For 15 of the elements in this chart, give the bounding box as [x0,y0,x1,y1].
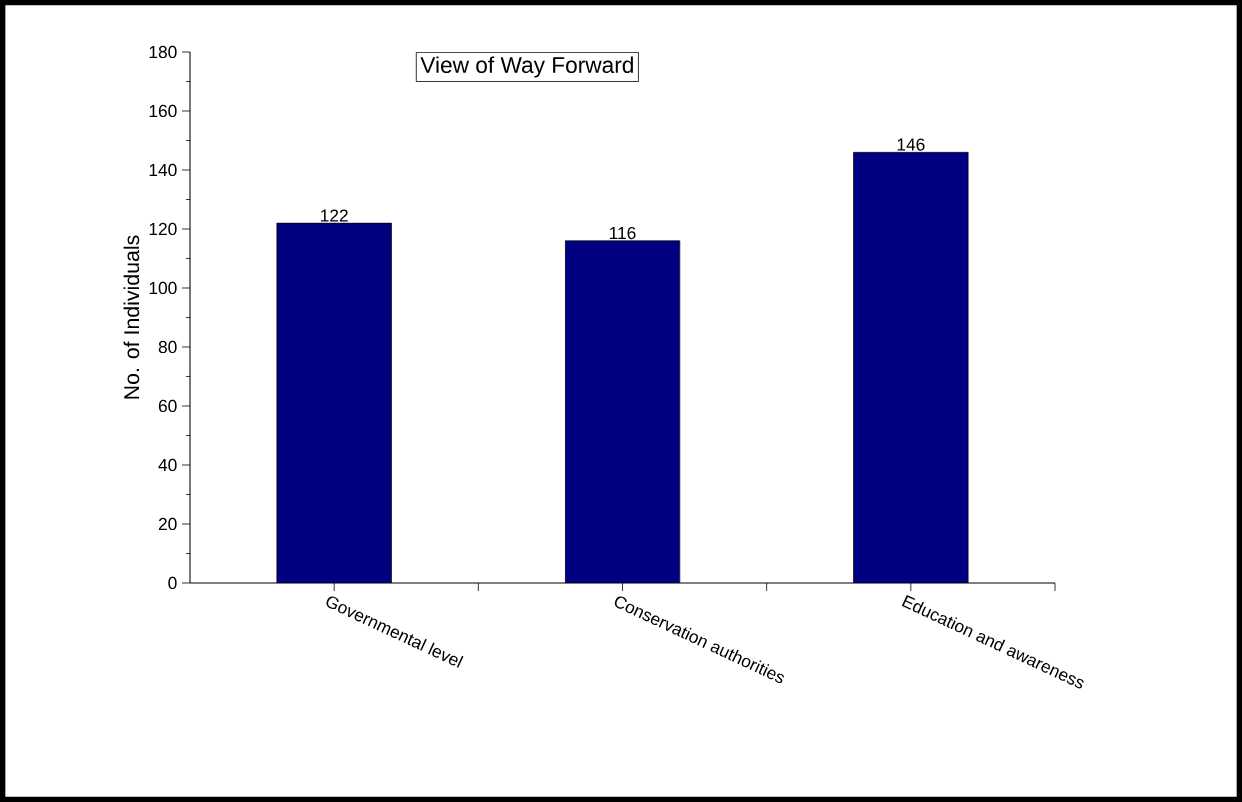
y-tick-label: 40 [158,458,177,472]
data-label: 122 [321,209,348,222]
y-tick-label: 160 [149,104,177,118]
y-tick-label: 0 [168,576,177,590]
y-tick-label: 120 [149,222,177,236]
chart-title: View of Way Forward [420,56,633,78]
y-tick-label: 60 [158,399,177,413]
data-label: 116 [610,226,636,240]
y-tick-label: 80 [158,340,177,354]
y-axis-title: No. of Individuals [123,235,140,399]
data-label: 146 [897,138,925,151]
y-tick-label: 180 [149,45,177,59]
y-tick-label: 140 [149,163,177,177]
y-tick-label: 100 [149,281,177,295]
y-tick-label: 20 [158,517,177,531]
